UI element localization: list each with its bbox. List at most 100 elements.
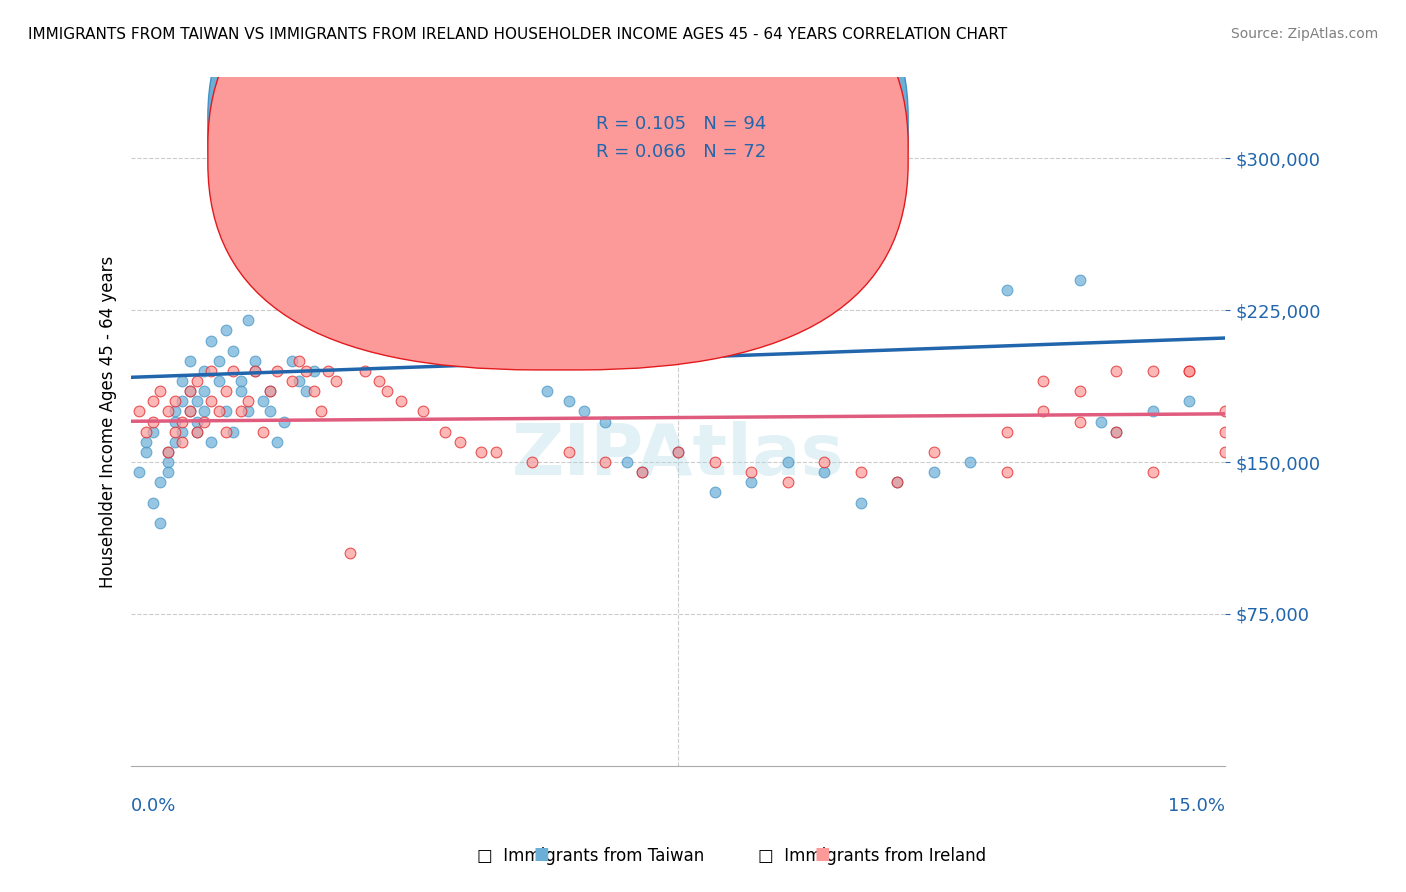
Immigrants from Taiwan — [1069, 273, 1091, 287]
Immigrants from Taiwan — [368, 232, 391, 246]
Immigrants from Taiwan — [506, 232, 529, 246]
Immigrants from Taiwan — [179, 354, 201, 368]
Immigrants from Ireland — [302, 384, 325, 399]
Text: IMMIGRANTS FROM TAIWAN VS IMMIGRANTS FROM IRELAND HOUSEHOLDER INCOME AGES 45 - 6: IMMIGRANTS FROM TAIWAN VS IMMIGRANTS FRO… — [28, 27, 1007, 42]
Immigrants from Ireland — [236, 394, 259, 409]
Immigrants from Taiwan — [142, 425, 165, 439]
Immigrants from Ireland — [1032, 374, 1054, 388]
Immigrants from Ireland — [375, 384, 398, 399]
Immigrants from Ireland — [266, 364, 288, 378]
Immigrants from Taiwan — [361, 212, 384, 227]
Immigrants from Ireland — [995, 425, 1018, 439]
Immigrants from Taiwan — [163, 434, 186, 449]
Immigrants from Ireland — [179, 404, 201, 418]
Immigrants from Taiwan — [135, 434, 157, 449]
Immigrants from Taiwan — [922, 465, 945, 479]
Immigrants from Taiwan — [186, 425, 208, 439]
Immigrants from Ireland — [156, 445, 179, 459]
Immigrants from Taiwan — [419, 222, 441, 236]
Immigrants from Ireland — [1105, 425, 1128, 439]
Immigrants from Taiwan — [302, 364, 325, 378]
Immigrants from Ireland — [485, 445, 508, 459]
Immigrants from Taiwan — [703, 485, 725, 500]
Immigrants from Ireland — [200, 364, 222, 378]
Immigrants from Ireland — [179, 384, 201, 399]
Immigrants from Taiwan — [245, 354, 267, 368]
FancyBboxPatch shape — [208, 0, 908, 370]
Immigrants from Taiwan — [740, 475, 762, 490]
Immigrants from Ireland — [813, 455, 835, 469]
Text: ■: ■ — [814, 845, 831, 863]
Immigrants from Ireland — [163, 394, 186, 409]
Immigrants from Taiwan — [259, 384, 281, 399]
Immigrants from Taiwan — [280, 354, 302, 368]
Immigrants from Taiwan — [273, 415, 295, 429]
Immigrants from Taiwan — [128, 465, 150, 479]
Immigrants from Taiwan — [316, 243, 339, 257]
Immigrants from Ireland — [208, 404, 231, 418]
Immigrants from Ireland — [252, 425, 274, 439]
Text: 0.0%: 0.0% — [131, 797, 177, 814]
Immigrants from Taiwan — [135, 445, 157, 459]
Immigrants from Ireland — [740, 465, 762, 479]
Immigrants from Taiwan — [776, 455, 799, 469]
Immigrants from Ireland — [186, 425, 208, 439]
Immigrants from Taiwan — [193, 364, 215, 378]
Text: ■: ■ — [533, 845, 550, 863]
Text: R = 0.066   N = 72: R = 0.066 N = 72 — [596, 143, 766, 161]
Text: □  Immigrants from Taiwan: □ Immigrants from Taiwan — [477, 847, 704, 865]
Immigrants from Taiwan — [193, 404, 215, 418]
Y-axis label: Householder Income Ages 45 - 64 years: Householder Income Ages 45 - 64 years — [100, 255, 117, 588]
Immigrants from Taiwan — [208, 374, 231, 388]
Immigrants from Ireland — [849, 465, 872, 479]
Immigrants from Taiwan — [595, 415, 617, 429]
Immigrants from Taiwan — [398, 182, 420, 196]
Immigrants from Taiwan — [309, 232, 332, 246]
Immigrants from Ireland — [776, 475, 799, 490]
Immigrants from Taiwan — [179, 404, 201, 418]
Immigrants from Ireland — [128, 404, 150, 418]
Immigrants from Taiwan — [353, 202, 375, 216]
Immigrants from Taiwan — [142, 495, 165, 509]
Text: Source: ZipAtlas.com: Source: ZipAtlas.com — [1230, 27, 1378, 41]
Immigrants from Ireland — [222, 364, 245, 378]
Immigrants from Taiwan — [375, 192, 398, 206]
Immigrants from Taiwan — [849, 495, 872, 509]
Immigrants from Taiwan — [485, 222, 508, 236]
Immigrants from Ireland — [163, 425, 186, 439]
Immigrants from Taiwan — [156, 445, 179, 459]
Immigrants from Ireland — [595, 455, 617, 469]
Immigrants from Ireland — [142, 415, 165, 429]
Immigrants from Taiwan — [1090, 415, 1112, 429]
Immigrants from Taiwan — [339, 212, 361, 227]
Immigrants from Taiwan — [163, 404, 186, 418]
Immigrants from Taiwan — [492, 212, 515, 227]
Immigrants from Taiwan — [149, 516, 172, 530]
Immigrants from Ireland — [339, 546, 361, 560]
Immigrants from Ireland — [666, 445, 689, 459]
Immigrants from Ireland — [135, 425, 157, 439]
Immigrants from Taiwan — [886, 475, 908, 490]
Immigrants from Taiwan — [252, 394, 274, 409]
Text: 15.0%: 15.0% — [1168, 797, 1226, 814]
Text: R = 0.105   N = 94: R = 0.105 N = 94 — [596, 115, 766, 133]
Immigrants from Taiwan — [631, 465, 654, 479]
Immigrants from Ireland — [631, 465, 654, 479]
Immigrants from Taiwan — [208, 354, 231, 368]
Immigrants from Ireland — [1215, 425, 1237, 439]
Immigrants from Taiwan — [215, 323, 238, 337]
Immigrants from Ireland — [156, 404, 179, 418]
Immigrants from Ireland — [368, 374, 391, 388]
Immigrants from Taiwan — [156, 465, 179, 479]
Immigrants from Ireland — [995, 465, 1018, 479]
Immigrants from Ireland — [886, 475, 908, 490]
Immigrants from Ireland — [1178, 364, 1201, 378]
Immigrants from Taiwan — [222, 425, 245, 439]
Immigrants from Ireland — [1178, 364, 1201, 378]
Immigrants from Ireland — [229, 404, 252, 418]
Immigrants from Ireland — [703, 455, 725, 469]
Immigrants from Taiwan — [288, 374, 311, 388]
Immigrants from Ireland — [353, 364, 375, 378]
Immigrants from Ireland — [172, 415, 194, 429]
Immigrants from Taiwan — [492, 222, 515, 236]
